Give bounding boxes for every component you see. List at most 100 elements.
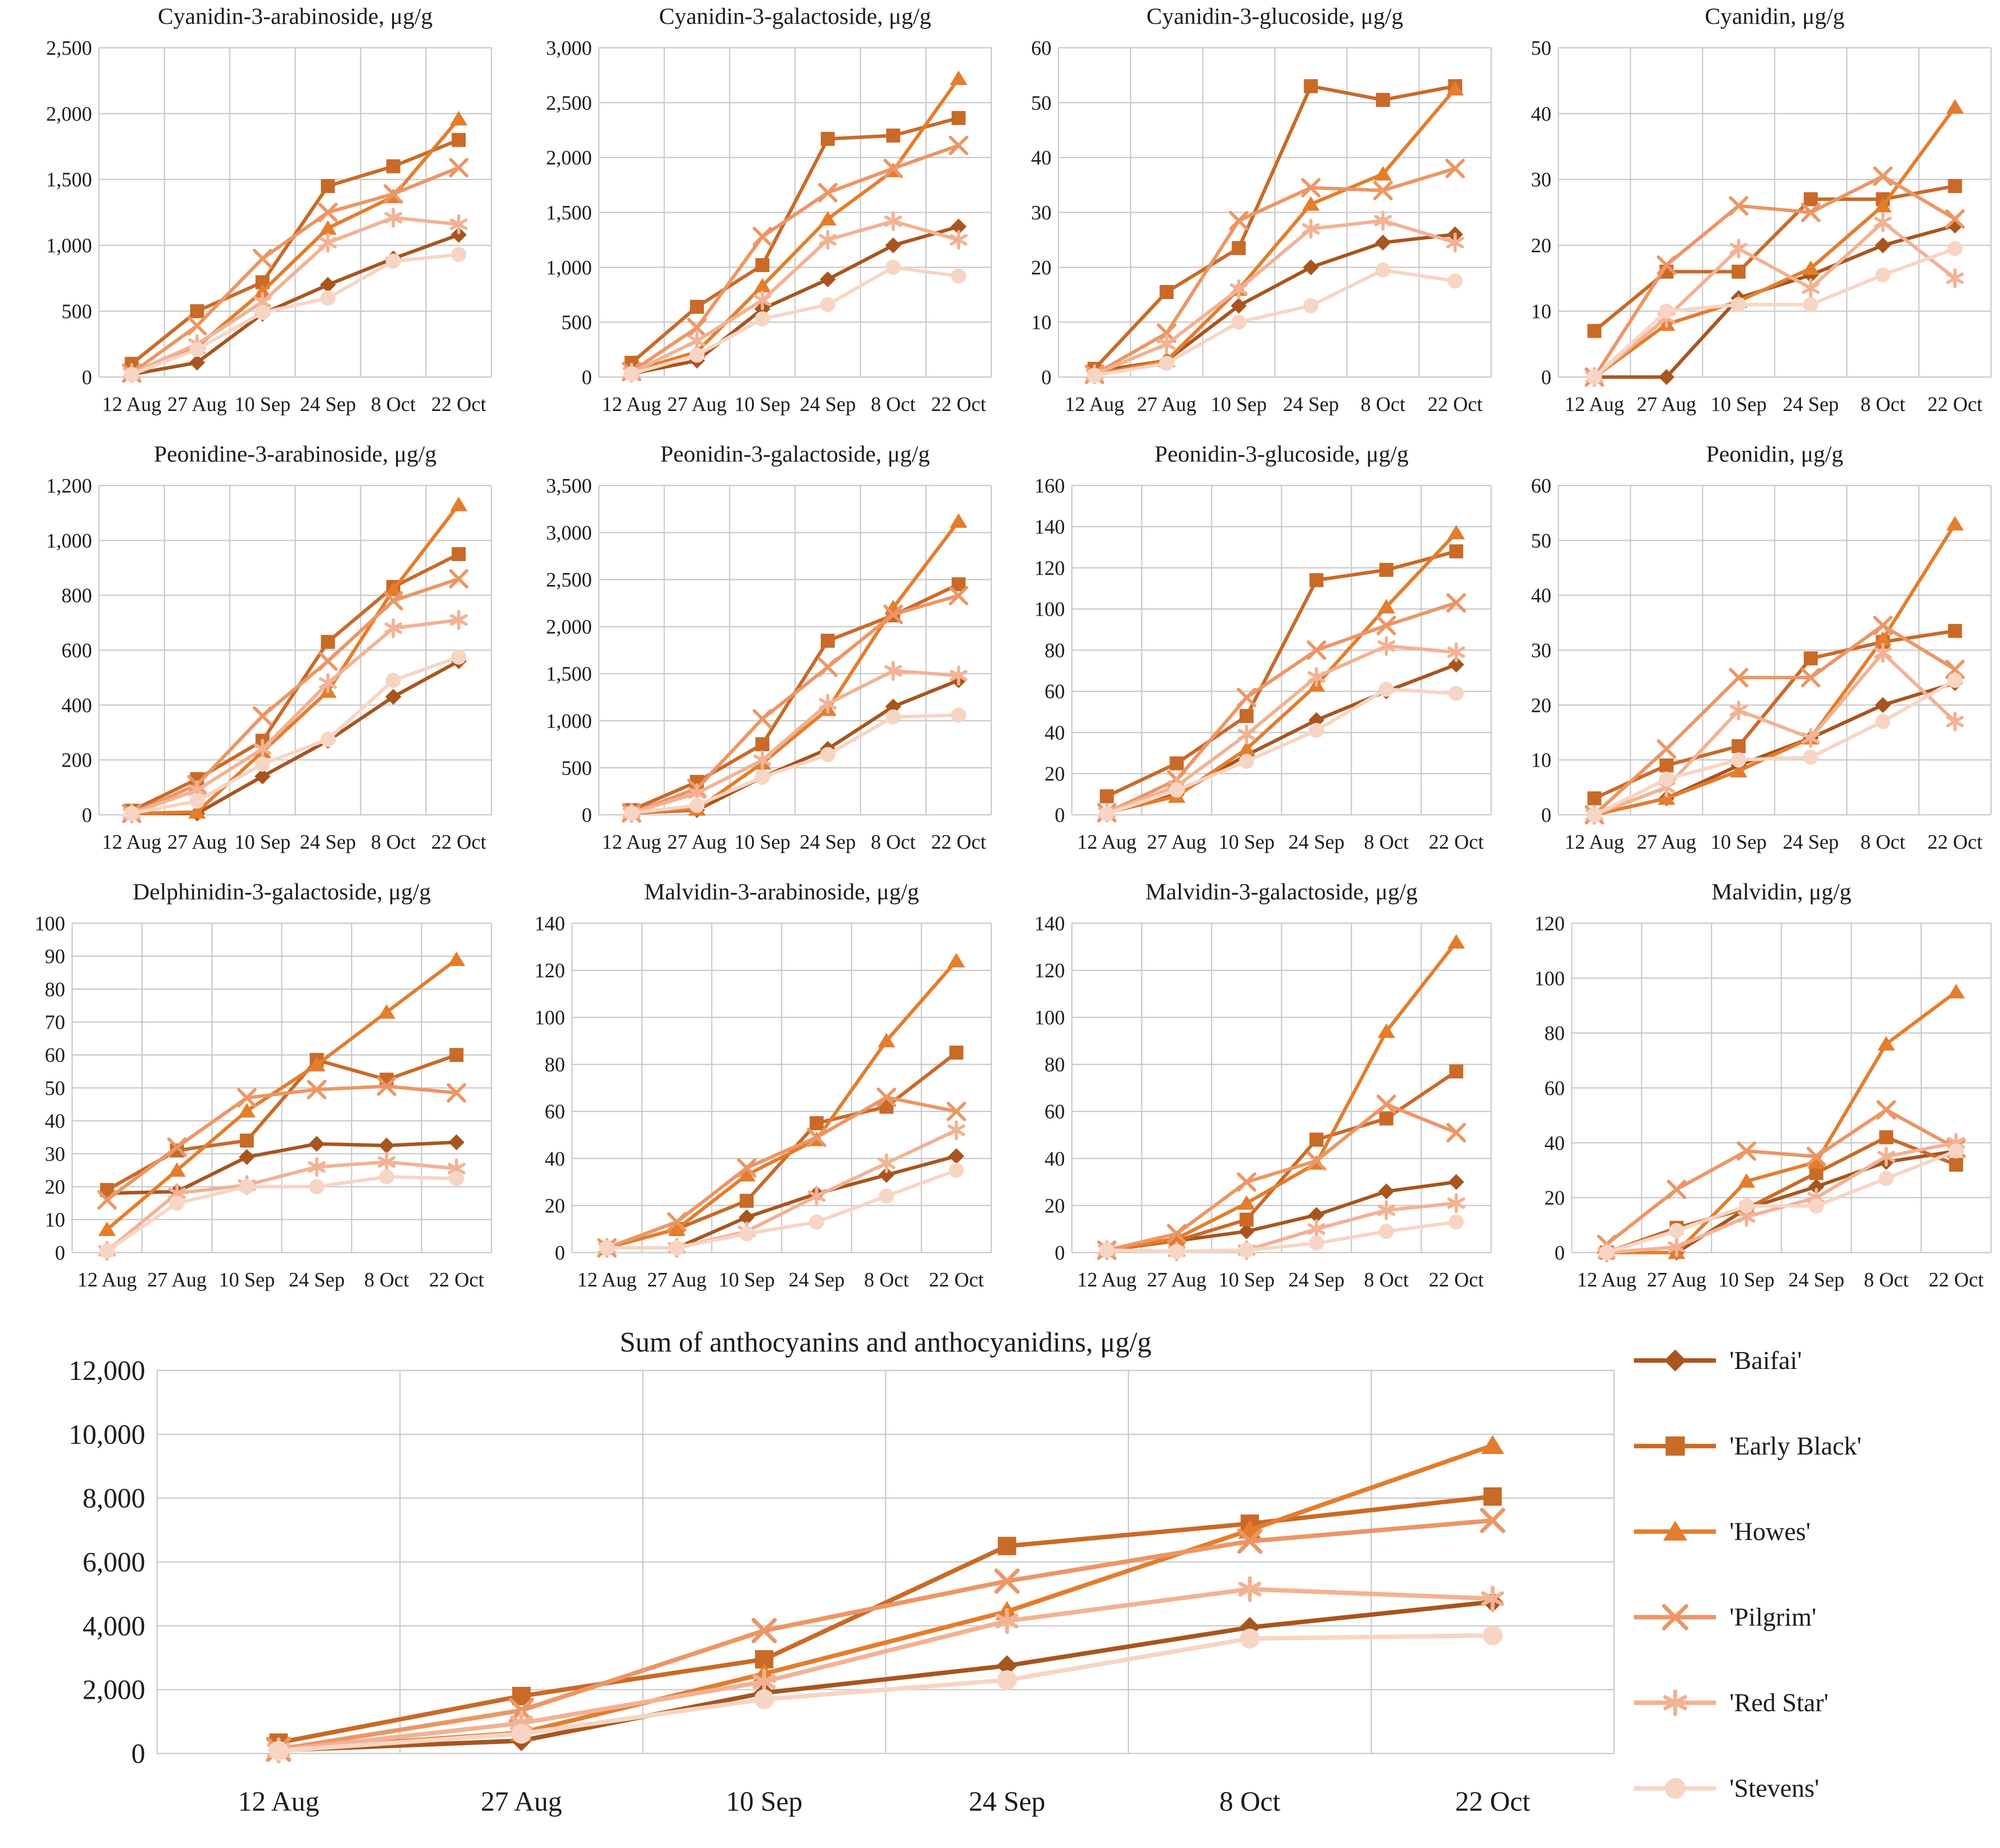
series-line-pilgrim xyxy=(106,1084,457,1201)
x-marker-icon xyxy=(253,249,273,269)
circle-marker-icon xyxy=(599,1240,615,1256)
chart-legend: 'Baifai' 'Early Black' 'Howes' 'Pilgrim'… xyxy=(1631,1313,2000,1846)
triangle-marker-icon xyxy=(1946,99,1964,114)
circle-marker-icon xyxy=(1947,241,1963,257)
x-marker-icon xyxy=(1445,159,1465,179)
y-tick-label: 30 xyxy=(45,1142,65,1165)
x-tick-label: 24 Sep xyxy=(300,830,356,853)
x-marker-icon xyxy=(1634,1604,1716,1631)
chart-canvas: 0 10 20 30 40 50 60 12 Aug 27 Aug 10 Sep 24 Sep 8 O… xyxy=(1531,474,1992,853)
series-line-stevens xyxy=(1593,679,1956,817)
y-tick-label: 40 xyxy=(545,1147,565,1170)
x-tick-label: 12 Aug xyxy=(1565,392,1624,415)
triangle-marker-icon xyxy=(1874,631,1892,646)
circle-marker-icon xyxy=(124,367,139,382)
legend-item-early-black: 'Early Black' xyxy=(1631,1419,2000,1473)
x-tick-label: 10 Sep xyxy=(726,1786,802,1817)
x-tick-label: 22 Oct xyxy=(1929,1268,1984,1291)
square-marker-icon xyxy=(755,258,769,272)
series-line-howes xyxy=(131,503,461,815)
x-marker-icon xyxy=(1736,1141,1756,1161)
diamond-marker-icon xyxy=(1231,297,1247,314)
circle-marker-icon xyxy=(1239,1243,1254,1258)
x-tick-label: 22 Oct xyxy=(1429,1268,1484,1291)
diamond-marker-icon xyxy=(948,1148,964,1165)
triangle-marker-icon xyxy=(319,220,337,235)
square-marker-icon xyxy=(1169,756,1184,771)
chart-canvas-holder: 0 10 20 30 40 50 12 Aug 27 Aug 10 Sep 24 Sep 8 Oct… xyxy=(1500,0,2000,440)
diamond-marker-icon xyxy=(996,1655,1018,1676)
circle-marker-icon xyxy=(1379,1224,1394,1239)
circle-marker-icon xyxy=(190,793,205,809)
triangle-marker-icon xyxy=(378,1004,395,1019)
chart-peonidin-3-galactoside: Peonidin-3-galactoside, μg/g 0 500 1,000 1,… xyxy=(500,438,1000,875)
chart-canvas-holder: 0 10 20 30 40 50 60 70 80 90 100 12 Aug 27 Aug 10 Sep… xyxy=(0,875,500,1316)
x-marker-icon xyxy=(1667,1179,1687,1199)
x-marker-icon xyxy=(1728,196,1749,216)
x-marker-icon xyxy=(687,318,707,338)
circle-marker-icon xyxy=(1659,303,1674,319)
y-tick-label: 50 xyxy=(1531,529,1551,552)
asterisk-marker-icon xyxy=(253,739,272,759)
series-line-earlyblack xyxy=(1606,1135,1957,1255)
circle-marker-icon xyxy=(451,649,467,665)
x-tick-label: 24 Sep xyxy=(788,1268,845,1291)
series-line-pilgrim xyxy=(631,593,959,815)
circle-marker-icon xyxy=(320,290,336,306)
series-line-howes xyxy=(1106,531,1458,815)
x-marker-icon xyxy=(753,226,772,247)
diamond-marker-icon xyxy=(1308,1207,1325,1223)
y-tick-label: 3,500 xyxy=(546,474,592,497)
circle-marker-icon xyxy=(1669,1223,1684,1239)
square-marker-icon xyxy=(1804,651,1818,666)
diamond-marker-icon xyxy=(739,1209,755,1226)
circle-marker-icon xyxy=(1159,356,1174,371)
circle-marker-icon xyxy=(755,770,770,785)
diamond-marker-icon xyxy=(1875,237,1891,254)
asterisk-marker-icon xyxy=(1447,1193,1465,1213)
legend-item-red-star: 'Red Star' xyxy=(1631,1675,2000,1730)
series-line-howes xyxy=(1106,941,1458,1252)
x-tick-label: 8 Oct xyxy=(1864,1268,1909,1291)
asterisk-marker-icon xyxy=(1874,643,1892,663)
x-tick-label: 27 Aug xyxy=(647,1268,707,1291)
x-tick-label: 8 Oct xyxy=(371,392,416,415)
chart-title: Cyanidin-3-glucoside, μg/g xyxy=(1146,3,1403,29)
square-marker-icon xyxy=(321,635,335,649)
chart-canvas: 0 20 40 60 80 100 120 140 12 Aug 27 Aug 10 Sep 24 S… xyxy=(535,912,992,1291)
asterisk-marker-icon xyxy=(1377,636,1396,656)
triangle-marker-icon xyxy=(1238,741,1255,756)
triangle-marker-icon xyxy=(448,951,466,966)
square-marker-icon xyxy=(1731,739,1746,754)
y-tick-label: 120 xyxy=(1534,912,1565,935)
circle-marker-icon xyxy=(1809,1198,1824,1214)
series-line-redstar xyxy=(106,1160,457,1253)
chart-canvas: 0 10 20 30 40 50 60 12 Aug 27 Aug 10 Sep 24 Sep 8 O… xyxy=(1031,36,1492,415)
chart-canvas: 0 500 1,000 1,500 2,000 2,500 3,000 3,500 12 Aug… xyxy=(546,474,992,853)
x-marker-icon xyxy=(1446,593,1466,613)
asterisk-marker-icon xyxy=(1729,700,1748,721)
circle-marker-icon xyxy=(885,260,901,275)
y-tick-label: 40 xyxy=(1544,1131,1565,1154)
x-marker-icon xyxy=(1662,1604,1689,1631)
asterisk-marker-icon xyxy=(950,666,968,686)
y-tick-label: 60 xyxy=(1045,1100,1065,1123)
circle-marker-icon xyxy=(124,806,139,821)
y-tick-label: 10 xyxy=(1531,749,1551,772)
x-tick-label: 27 Aug xyxy=(1647,1268,1707,1291)
y-tick-label: 20 xyxy=(545,1194,565,1217)
x-tick-label: 8 Oct xyxy=(1364,830,1409,853)
x-tick-label: 12 Aug xyxy=(238,1786,319,1817)
x-tick-label: 8 Oct xyxy=(1861,392,1906,415)
chart-title: Peonidin, μg/g xyxy=(1706,441,1843,467)
asterisk-marker-icon xyxy=(319,232,337,253)
series-line-stevens xyxy=(1107,1220,1457,1254)
y-tick-label: 500 xyxy=(62,300,93,323)
x-marker-icon xyxy=(1376,615,1396,635)
asterisk-marker-icon xyxy=(1230,279,1248,299)
diamond-marker-icon xyxy=(1238,1223,1255,1240)
series-line-howes xyxy=(1607,990,1957,1255)
circle-marker-icon xyxy=(1659,772,1674,787)
series-line-howes xyxy=(631,77,960,374)
circle-marker-icon xyxy=(1448,1214,1464,1230)
